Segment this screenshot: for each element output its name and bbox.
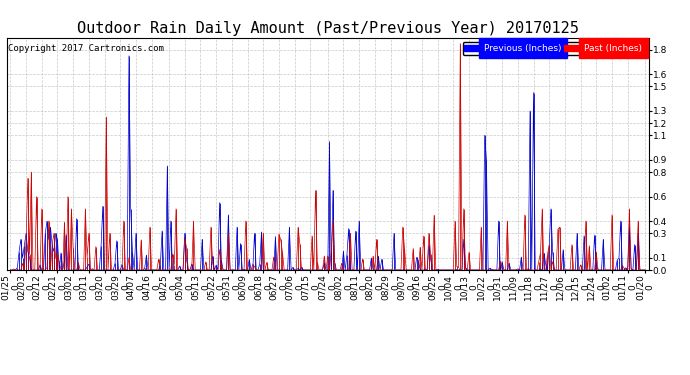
Title: Outdoor Rain Daily Amount (Past/Previous Year) 20170125: Outdoor Rain Daily Amount (Past/Previous… <box>77 21 579 36</box>
Legend: Previous (Inches), Past (Inches): Previous (Inches), Past (Inches) <box>462 42 644 55</box>
Text: Copyright 2017 Cartronics.com: Copyright 2017 Cartronics.com <box>8 45 164 54</box>
